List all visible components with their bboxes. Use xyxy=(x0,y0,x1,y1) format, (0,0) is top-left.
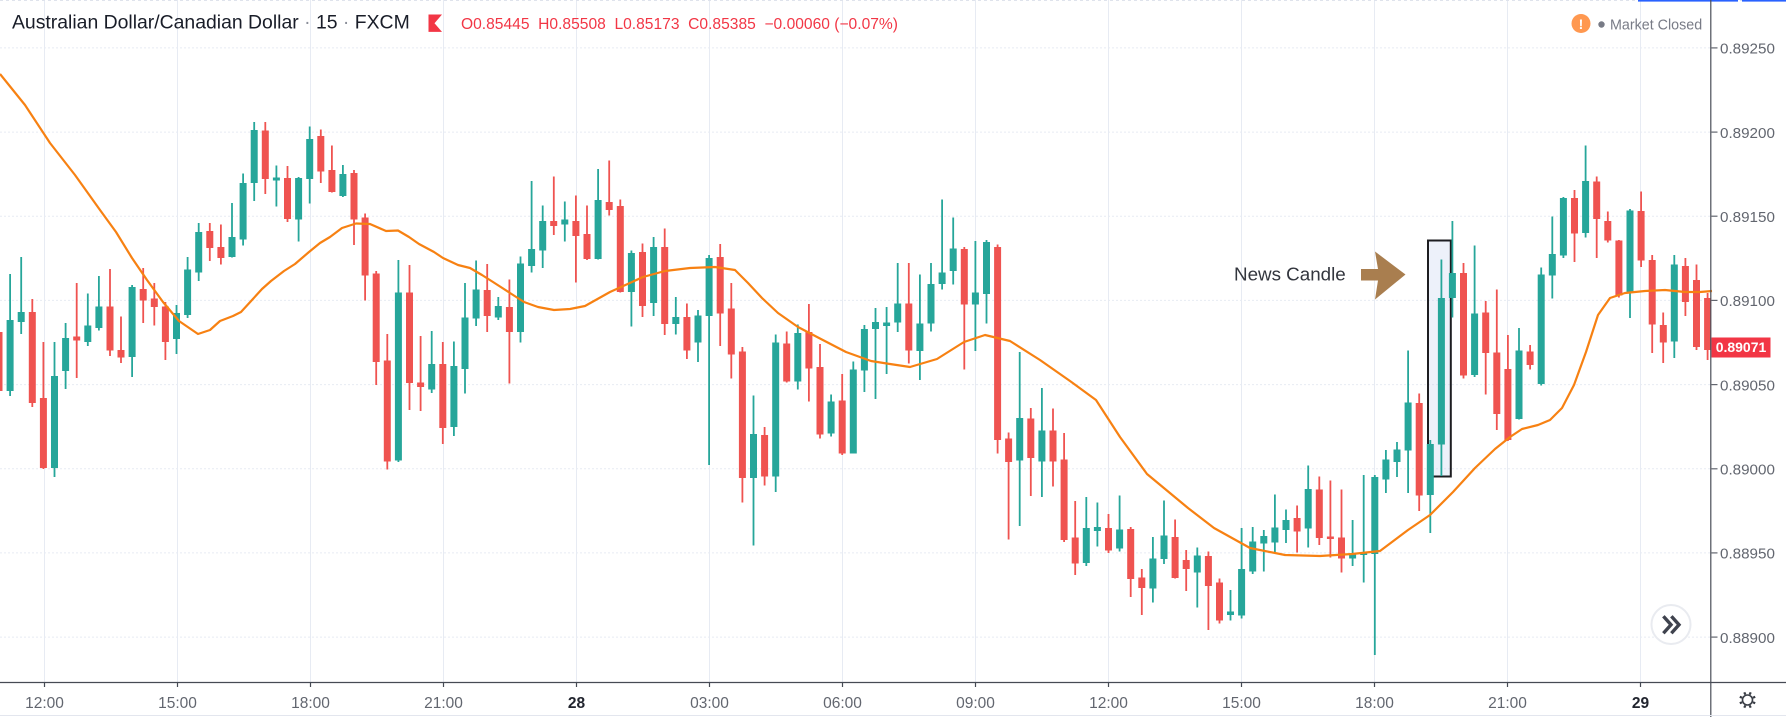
svg-text:15:00: 15:00 xyxy=(1222,695,1261,712)
svg-text:0.89200: 0.89200 xyxy=(1720,125,1775,142)
svg-text:0.89150: 0.89150 xyxy=(1720,209,1775,226)
svg-text:News Candle: News Candle xyxy=(1234,264,1346,285)
svg-text:12:00: 12:00 xyxy=(1089,695,1128,712)
svg-text:0.89071: 0.89071 xyxy=(1716,339,1767,355)
svg-text:0.89000: 0.89000 xyxy=(1720,462,1775,479)
svg-text:Market Closed: Market Closed xyxy=(1610,18,1702,34)
svg-text:0.88900: 0.88900 xyxy=(1720,630,1775,647)
svg-text:Australian Dollar/Canadian Dol: Australian Dollar/Canadian Dollar · 15 ·… xyxy=(12,12,410,34)
svg-text:28: 28 xyxy=(568,695,586,712)
svg-text:0.88950: 0.88950 xyxy=(1720,546,1775,563)
svg-text:06:00: 06:00 xyxy=(823,695,862,712)
svg-text:18:00: 18:00 xyxy=(1355,695,1394,712)
svg-text:O0.85445 H0.85508 L0.85173: O0.85445 H0.85508 L0.85173 C0.85385 −0.0… xyxy=(461,16,898,33)
svg-text:21:00: 21:00 xyxy=(1488,695,1527,712)
svg-text:18:00: 18:00 xyxy=(291,695,330,712)
svg-text:0.89050: 0.89050 xyxy=(1720,377,1775,394)
svg-text:!: ! xyxy=(1579,16,1584,32)
svg-text:09:00: 09:00 xyxy=(956,695,995,712)
svg-text:15:00: 15:00 xyxy=(158,695,197,712)
svg-text:12:00: 12:00 xyxy=(25,695,64,712)
svg-text:0.89100: 0.89100 xyxy=(1720,293,1775,310)
svg-text:0.89250: 0.89250 xyxy=(1720,41,1775,58)
svg-text:21:00: 21:00 xyxy=(424,695,463,712)
svg-text:29: 29 xyxy=(1632,695,1650,712)
svg-text:03:00: 03:00 xyxy=(690,695,729,712)
